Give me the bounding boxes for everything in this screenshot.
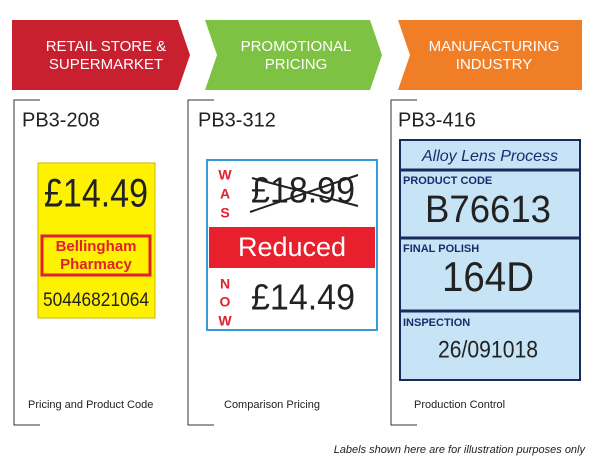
field-value: 164D — [442, 253, 534, 300]
banner-text: PROMOTIONAL — [241, 38, 352, 55]
new-price: £14.49 — [251, 277, 355, 318]
strike — [251, 177, 359, 207]
bracket — [187, 99, 214, 426]
product-code: PB3-312 — [198, 109, 276, 131]
field-value: B76613 — [425, 189, 551, 231]
store-box — [40, 234, 152, 277]
caption: Pricing and Product Code — [28, 399, 153, 411]
was-letters: WAS — [218, 167, 232, 221]
strike — [249, 174, 359, 213]
product-code: PB3-416 — [398, 109, 476, 131]
barcode: 50446821064 — [43, 290, 149, 311]
now-letters: NOW — [218, 276, 232, 329]
field-name: INSPECTION — [403, 317, 470, 329]
store-name: Pharmacy — [60, 256, 132, 273]
banner-shape — [205, 20, 382, 90]
old-price: £18.99 — [251, 170, 355, 211]
label-yellow — [37, 162, 156, 319]
label-blue — [399, 139, 581, 381]
footnote: Labels shown here are for illustration p… — [334, 444, 587, 456]
label-header: Alloy Lens Process — [421, 148, 558, 165]
field-name: FINAL POLISH — [403, 243, 479, 255]
reduced-band — [209, 227, 375, 268]
store-name: Bellingham — [56, 238, 137, 255]
field-name: PRODUCT CODE — [403, 175, 492, 187]
bracket — [390, 99, 417, 426]
field-value: 26/091018 — [438, 336, 538, 363]
caption: Production Control — [414, 399, 505, 411]
banner-text: INDUSTRY — [456, 56, 532, 73]
banner-text: PRICING — [265, 56, 328, 73]
banner-text: MANUFACTURING — [429, 38, 560, 55]
caption: Comparison Pricing — [224, 399, 320, 411]
reduced: Reduced — [238, 232, 346, 262]
banner-text: RETAIL STORE & — [46, 38, 167, 55]
banner-text: SUPERMARKET — [49, 56, 163, 73]
product-code: PB3-208 — [22, 109, 100, 131]
banner-shape — [398, 20, 582, 90]
banner-shape — [12, 20, 190, 90]
price: £14.49 — [44, 172, 148, 216]
bracket — [13, 99, 40, 426]
